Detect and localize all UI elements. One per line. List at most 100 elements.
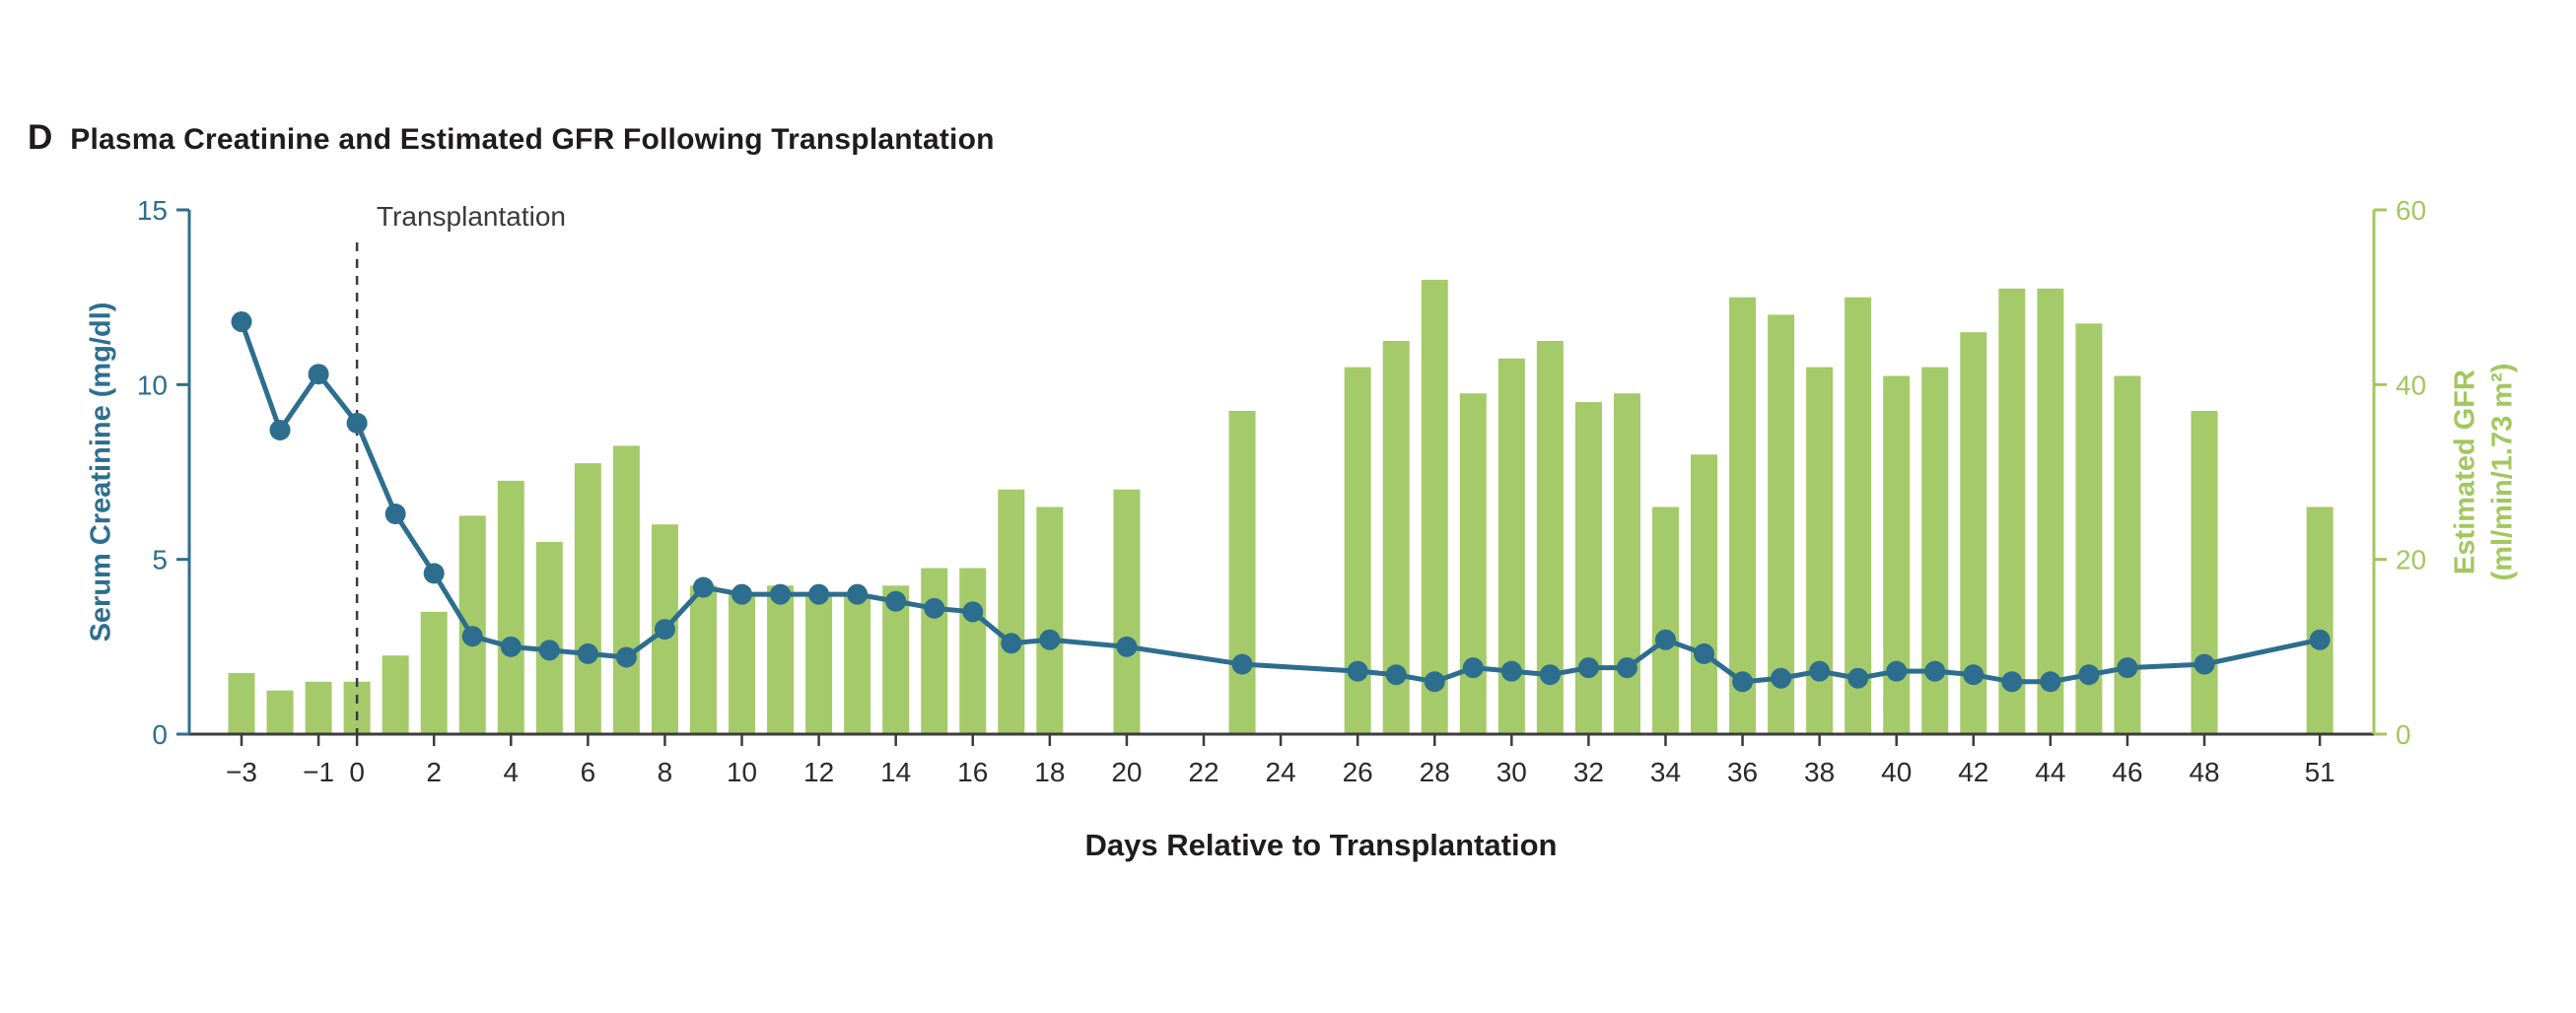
creatinine-point bbox=[1001, 633, 1022, 654]
left-axis-tick-label: 5 bbox=[152, 545, 168, 575]
x-axis-tick-label: 30 bbox=[1497, 757, 1527, 787]
creatinine-point bbox=[962, 601, 984, 623]
creatinine-point bbox=[731, 583, 753, 605]
creatinine-point bbox=[1385, 664, 1407, 686]
chart-header: D Plasma Creatinine and Estimated GFR Fo… bbox=[28, 118, 995, 158]
x-axis-tick-label: 20 bbox=[1111, 757, 1142, 787]
gfr-bar bbox=[805, 594, 833, 734]
right-axis-title-line2: (ml/min/1.73 m²) bbox=[2486, 363, 2518, 581]
right-axis-title-line1: Estimated GFR bbox=[2449, 370, 2481, 574]
creatinine-point bbox=[1231, 653, 1253, 675]
gfr-bar bbox=[1768, 314, 1795, 734]
x-axis-tick-label: 46 bbox=[2112, 757, 2142, 787]
creatinine-point bbox=[1116, 636, 1138, 657]
transplantation-annotation: Transplantation bbox=[377, 201, 566, 232]
creatinine-point bbox=[1924, 660, 1946, 682]
creatinine-point bbox=[770, 583, 792, 605]
x-axis-tick-label: 4 bbox=[503, 757, 519, 787]
creatinine-point bbox=[654, 619, 675, 641]
creatinine-point bbox=[924, 597, 945, 619]
right-axis-tick-label: 40 bbox=[2396, 370, 2426, 400]
gfr-bar bbox=[1459, 393, 1487, 734]
x-axis-tick-label: 22 bbox=[1188, 757, 1218, 787]
creatinine-point bbox=[308, 364, 329, 385]
creatinine-point bbox=[2001, 671, 2023, 693]
x-axis-tick-label: 26 bbox=[1343, 757, 1373, 787]
creatinine-point bbox=[2040, 671, 2061, 693]
creatinine-point bbox=[1886, 660, 1908, 682]
x-axis-tick-label: 6 bbox=[581, 757, 596, 787]
x-axis-tick-label: 48 bbox=[2189, 757, 2219, 787]
creatinine-point bbox=[808, 583, 830, 605]
creatinine-point bbox=[1654, 629, 1676, 650]
x-axis-tick-label: 10 bbox=[727, 757, 757, 787]
gfr-bar bbox=[1228, 410, 1256, 734]
x-axis-tick-label: 40 bbox=[1881, 757, 1912, 787]
gfr-bar bbox=[1729, 297, 1757, 734]
gfr-bar bbox=[382, 655, 409, 734]
x-axis-tick-label: 44 bbox=[2035, 757, 2065, 787]
x-axis-tick-label: 36 bbox=[1727, 757, 1758, 787]
x-axis-tick-label: −1 bbox=[303, 757, 334, 787]
gfr-bar bbox=[1036, 506, 1064, 734]
gfr-bar bbox=[1613, 393, 1640, 734]
gfr-bar bbox=[228, 672, 255, 734]
gfr-bar bbox=[574, 463, 601, 734]
chart-title: Plasma Creatinine and Estimated GFR Foll… bbox=[70, 123, 995, 156]
gfr-bar bbox=[266, 690, 294, 734]
creatinine-point bbox=[384, 504, 406, 525]
left-axis-tick-label: 10 bbox=[137, 370, 168, 400]
gfr-bar bbox=[729, 594, 756, 734]
creatinine-point bbox=[461, 626, 483, 647]
gfr-bar bbox=[959, 568, 987, 734]
gfr-bar bbox=[689, 585, 717, 734]
creatinine-point bbox=[2078, 664, 2100, 686]
gfr-bar bbox=[535, 541, 563, 734]
x-axis-tick-label: 34 bbox=[1650, 757, 1681, 787]
right-axis-tick-label: 60 bbox=[2396, 195, 2426, 226]
x-axis-tick-label: 12 bbox=[803, 757, 834, 787]
gfr-bar bbox=[1113, 489, 1141, 734]
x-axis-tick-label: 8 bbox=[658, 757, 673, 787]
x-axis-tick-label: 24 bbox=[1266, 757, 1296, 787]
creatinine-point bbox=[1462, 657, 1484, 679]
creatinine-point bbox=[1577, 657, 1599, 679]
creatinine-point bbox=[1732, 671, 1754, 693]
gfr-bar bbox=[921, 568, 948, 734]
gfr-bar bbox=[2114, 375, 2141, 734]
right-axis-tick-label: 0 bbox=[2396, 719, 2411, 750]
gfr-bar bbox=[1998, 288, 2026, 734]
creatinine-point bbox=[1809, 660, 1831, 682]
x-axis-tick-label: −3 bbox=[226, 757, 257, 787]
creatinine-point bbox=[1347, 660, 1368, 682]
left-axis-tick-label: 0 bbox=[152, 719, 168, 750]
creatinine-point bbox=[1500, 660, 1522, 682]
x-axis-tick-label: 51 bbox=[2305, 757, 2335, 787]
left-axis-tick-label: 15 bbox=[137, 195, 168, 226]
gfr-bar bbox=[305, 681, 332, 734]
gfr-bar bbox=[612, 445, 640, 734]
gfr-bar bbox=[1845, 297, 1872, 734]
creatinine-point bbox=[2309, 629, 2331, 650]
x-axis-tick-label: 16 bbox=[957, 757, 988, 787]
right-axis-title: Estimated GFR (ml/min/1.73 m²) bbox=[2447, 364, 2521, 581]
creatinine-point bbox=[1424, 671, 1445, 693]
x-axis-title: Days Relative to Transplantation bbox=[1084, 828, 1558, 862]
x-axis-tick-label: 32 bbox=[1573, 757, 1604, 787]
x-axis-tick-label: 42 bbox=[1958, 757, 1988, 787]
creatinine-point bbox=[1694, 642, 1715, 664]
gfr-bar bbox=[497, 480, 524, 734]
creatinine-point bbox=[847, 583, 869, 605]
gfr-bar bbox=[998, 489, 1025, 734]
x-axis-tick-label: 38 bbox=[1804, 757, 1835, 787]
panel-letter: D bbox=[28, 118, 53, 157]
creatinine-point bbox=[577, 642, 598, 664]
gfr-bar bbox=[2306, 506, 2333, 734]
creatinine-point bbox=[1963, 664, 1984, 686]
creatinine-point bbox=[346, 412, 368, 434]
gfr-bar bbox=[2191, 410, 2218, 734]
creatinine-point bbox=[1771, 667, 1792, 689]
creatinine-point bbox=[2117, 657, 2138, 679]
